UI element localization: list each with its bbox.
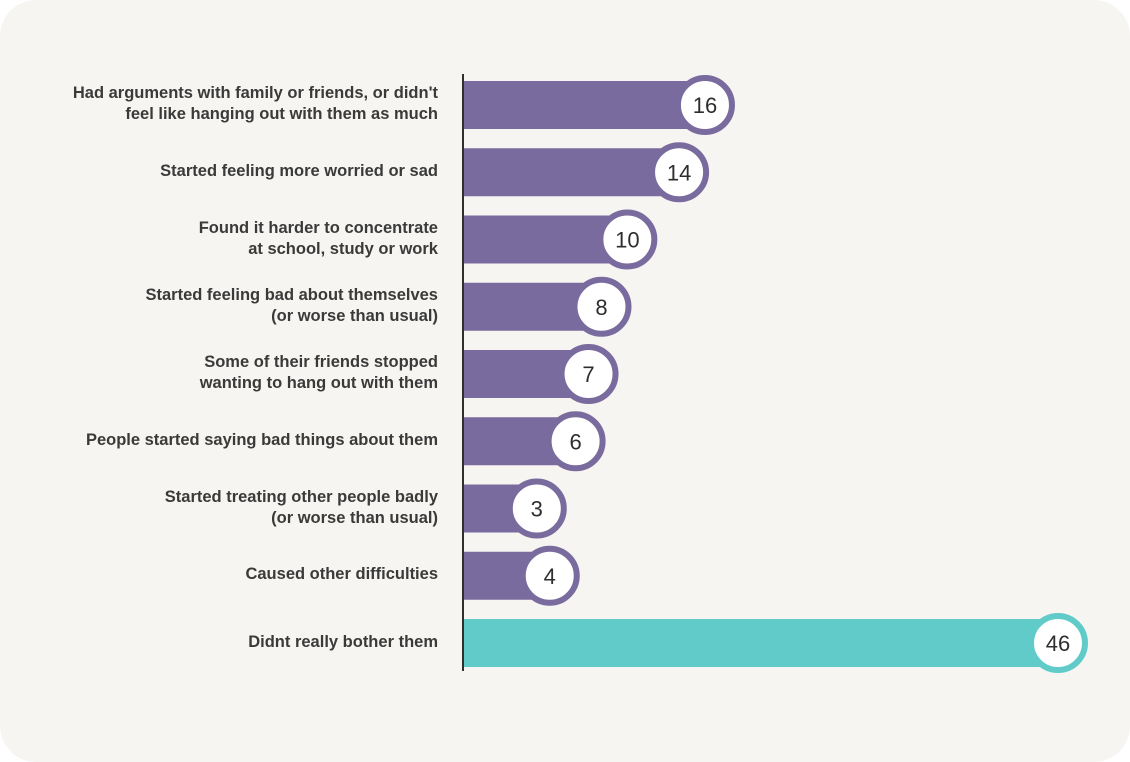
value-label: 14 [667, 160, 691, 185]
category-label: Had arguments with family or friends, or… [72, 84, 438, 123]
category-label: Started feeling bad about themselves (or… [145, 285, 439, 325]
category-label: People started saying bad things about t… [85, 430, 438, 449]
category-label: Didnt really bother them [248, 632, 438, 651]
value-badge [519, 545, 580, 606]
value-label: 4 [544, 564, 556, 589]
value-badge [558, 344, 619, 404]
value-badge [545, 411, 606, 472]
bar [464, 619, 1058, 667]
bars-group: 16 14 10 8 7 6 3 4 46 [464, 75, 1088, 673]
category-label: Found it harder to concentrate at school… [198, 218, 438, 258]
value-badge [571, 276, 632, 337]
value-label: 6 [569, 429, 581, 454]
value-badge [597, 209, 658, 270]
value-badge [649, 142, 710, 203]
bar [464, 148, 680, 197]
value-badge [506, 478, 567, 539]
value-label: 3 [531, 497, 543, 522]
category-label: Some of their friends stopped wanting to… [199, 353, 438, 392]
value-badge [1028, 613, 1088, 673]
value-label: 8 [595, 295, 607, 320]
value-badge [674, 75, 735, 135]
category-label: Started treating other people badly (or … [164, 487, 438, 527]
bar [464, 81, 705, 129]
value-label: 7 [582, 362, 594, 387]
value-label: 46 [1046, 631, 1070, 656]
category-label: Caused other difficulties [245, 565, 438, 584]
category-label: Started feeling more worried or sad [160, 161, 438, 180]
value-label: 16 [693, 93, 717, 118]
value-label: 10 [615, 228, 639, 253]
